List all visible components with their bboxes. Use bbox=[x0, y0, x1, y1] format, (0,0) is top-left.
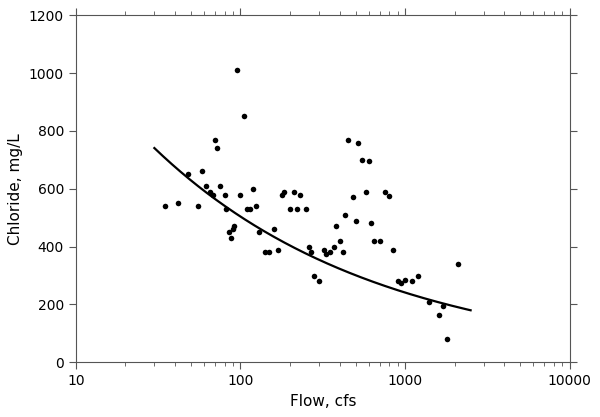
Point bbox=[397, 279, 406, 286]
Point bbox=[329, 243, 339, 250]
Point bbox=[292, 206, 302, 212]
Point bbox=[220, 191, 229, 198]
Point bbox=[353, 139, 363, 146]
Point bbox=[280, 188, 289, 195]
Point bbox=[375, 238, 385, 244]
Point bbox=[248, 186, 258, 192]
Y-axis label: Chloride, mg/L: Chloride, mg/L bbox=[8, 133, 23, 245]
Point bbox=[309, 272, 319, 279]
Point bbox=[325, 249, 335, 256]
Point bbox=[314, 278, 324, 285]
Point bbox=[380, 188, 389, 195]
Point bbox=[236, 191, 245, 198]
Point bbox=[254, 229, 264, 236]
Point bbox=[227, 235, 236, 241]
Point bbox=[210, 136, 220, 143]
Point bbox=[278, 191, 287, 198]
Point bbox=[340, 211, 350, 218]
Point bbox=[295, 191, 305, 198]
Point bbox=[361, 188, 371, 195]
Point bbox=[385, 193, 394, 199]
Point bbox=[407, 278, 417, 285]
Point bbox=[228, 226, 238, 233]
Point bbox=[438, 303, 448, 309]
Point bbox=[335, 238, 344, 244]
Point bbox=[338, 249, 348, 256]
Point bbox=[197, 168, 206, 175]
Point bbox=[193, 203, 203, 209]
Point bbox=[285, 206, 295, 212]
Point bbox=[319, 246, 328, 253]
Point bbox=[224, 229, 233, 236]
Point bbox=[251, 203, 261, 209]
Point bbox=[173, 200, 183, 206]
Point bbox=[364, 158, 373, 165]
Point bbox=[161, 203, 170, 209]
Point bbox=[221, 206, 231, 212]
Point bbox=[205, 188, 214, 195]
Point bbox=[331, 223, 341, 230]
Point bbox=[183, 171, 193, 178]
Point bbox=[265, 249, 274, 256]
Point bbox=[343, 136, 353, 143]
Point bbox=[232, 67, 242, 73]
Point bbox=[424, 298, 434, 305]
Point bbox=[358, 156, 367, 163]
Point bbox=[208, 191, 218, 198]
Point bbox=[260, 249, 269, 256]
Point bbox=[366, 220, 376, 227]
Point bbox=[442, 336, 452, 342]
Point bbox=[393, 278, 403, 285]
Point bbox=[242, 206, 252, 212]
Point bbox=[454, 261, 463, 267]
Point bbox=[434, 311, 443, 318]
X-axis label: Flow, cfs: Flow, cfs bbox=[290, 394, 356, 409]
Point bbox=[212, 145, 222, 152]
Point bbox=[321, 251, 331, 257]
Point bbox=[413, 272, 423, 279]
Point bbox=[304, 243, 314, 250]
Point bbox=[239, 113, 249, 120]
Point bbox=[269, 226, 279, 233]
Point bbox=[348, 194, 358, 201]
Point bbox=[274, 246, 283, 253]
Point bbox=[351, 217, 361, 224]
Point bbox=[307, 249, 316, 256]
Point bbox=[370, 238, 379, 244]
Point bbox=[215, 183, 224, 189]
Point bbox=[400, 276, 410, 283]
Point bbox=[230, 223, 239, 230]
Point bbox=[202, 183, 211, 189]
Point bbox=[389, 246, 398, 253]
Point bbox=[289, 188, 298, 195]
Point bbox=[245, 206, 255, 212]
Point bbox=[301, 206, 311, 212]
